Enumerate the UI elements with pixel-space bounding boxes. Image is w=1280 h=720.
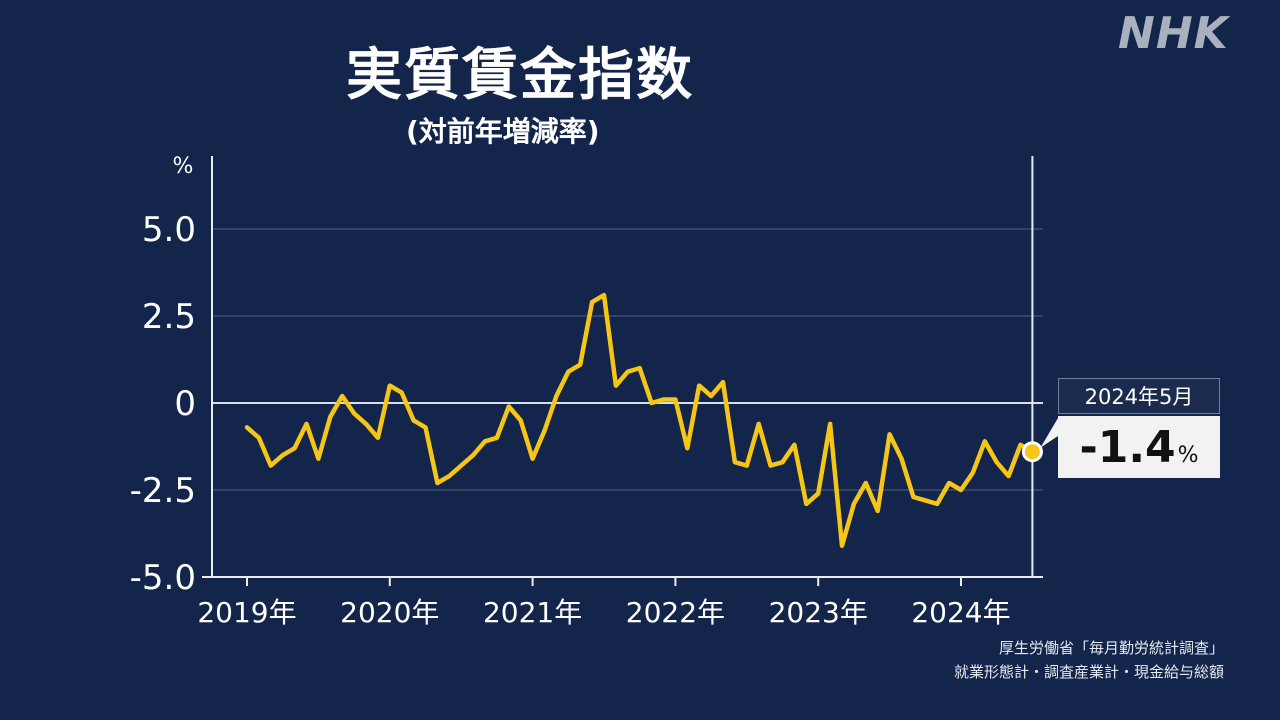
callout-unit: % — [1177, 443, 1199, 468]
y-tick-label: 0 — [174, 384, 196, 424]
source-line-1: 厚生労働省「毎月勤労統計調査」 — [998, 639, 1224, 657]
x-tick-label: 2024年 — [911, 596, 1010, 629]
callout-value-box: -1.4 % — [1058, 416, 1220, 478]
y-tick-label: 2.5 — [142, 297, 196, 337]
x-tick-label: 2020年 — [340, 596, 439, 629]
callout-date-label: 2024年5月 — [1058, 378, 1220, 414]
series-line — [244, 292, 1035, 548]
y-tick-label: 5.0 — [142, 210, 196, 250]
x-tick-label: 2023年 — [769, 596, 868, 629]
y-tick-label: -5.0 — [130, 558, 196, 598]
x-tick-label: 2022年 — [626, 596, 725, 629]
latest-data-point — [1021, 441, 1043, 463]
callout-pointer — [1040, 418, 1058, 448]
x-tick-label: 2019年 — [197, 596, 296, 629]
chart-subtitle: (対前年増減率) — [406, 115, 600, 148]
source-note: 厚生労働省「毎月勤労統計調査」 就業形態計・調査産業計・現金給与総額 — [954, 636, 1224, 684]
x-tick-label: 2021年 — [483, 596, 582, 629]
chart-title: 実質賃金指数 — [346, 43, 694, 108]
y-tick-label: -2.5 — [130, 471, 196, 511]
y-axis-unit: % — [173, 154, 194, 179]
callout-value: -1.4 — [1079, 422, 1176, 473]
nhk-logo: NHK — [1118, 8, 1229, 59]
source-line-2: 就業形態計・調査産業計・現金給与総額 — [953, 663, 1224, 681]
